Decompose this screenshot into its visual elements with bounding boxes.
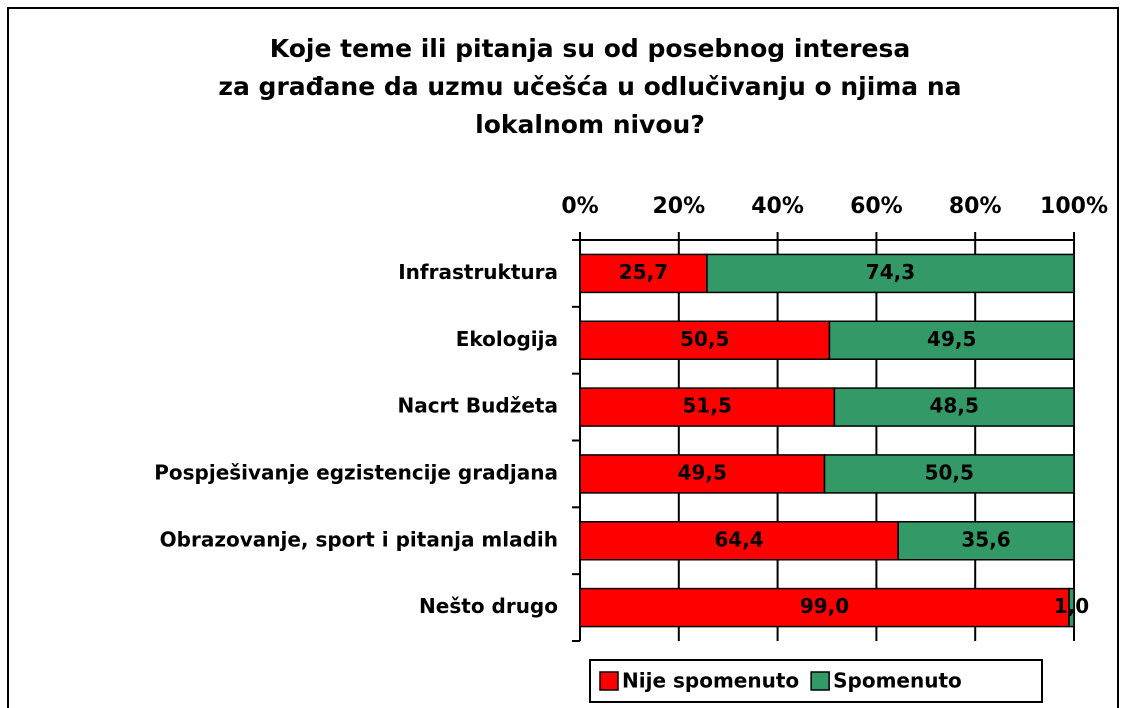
- data-label: 74,3: [866, 260, 915, 284]
- x-tick-label: 0%: [561, 194, 598, 219]
- y-tick-label: Nacrt Budžeta: [397, 394, 558, 418]
- bar-segment: [833, 387, 1075, 427]
- bar-segment: [706, 253, 1075, 294]
- data-label: 49,5: [678, 460, 727, 484]
- data-label: 50,5: [680, 327, 729, 351]
- bar-segment: [1068, 587, 1075, 628]
- data-label: 50,5: [925, 460, 974, 484]
- x-tick-label: 20%: [652, 194, 705, 219]
- data-label: 51,5: [683, 394, 732, 418]
- bar-segment: [579, 320, 831, 360]
- bar-segment: [828, 320, 1075, 360]
- y-tick-label: Obrazovanje, sport i pitanja mladih: [160, 527, 558, 551]
- chart-title: lokalnom nivou?: [475, 110, 705, 139]
- legend-swatch: [599, 671, 619, 691]
- y-tick-label: Pospješivanje egzistencije gradjana: [154, 460, 558, 484]
- data-label: 48,5: [930, 394, 979, 418]
- legend-label: Spomenuto: [833, 669, 962, 693]
- bar-segment: [823, 454, 1075, 494]
- data-label: 64,4: [714, 527, 763, 551]
- data-label: 99,0: [800, 594, 849, 618]
- y-tick-label: Infrastruktura: [398, 260, 558, 284]
- x-tick-label: 40%: [751, 194, 804, 219]
- bar-segment: [579, 587, 1070, 628]
- legend-label: Nije spomenuto: [622, 669, 799, 693]
- data-label: 49,5: [927, 327, 976, 351]
- data-label: 25,7: [619, 260, 668, 284]
- chart-title: za građane da uzmu učešća u odlučivanju …: [218, 72, 961, 101]
- x-tick-label: 100%: [1040, 194, 1108, 219]
- data-label: 1,0: [1054, 594, 1089, 618]
- bar-segment: [897, 521, 1075, 561]
- y-tick-label: Ekologija: [456, 327, 558, 351]
- data-label: 35,6: [961, 527, 1010, 551]
- legend-swatch: [810, 671, 830, 691]
- y-tick-label: Nešto drugo: [419, 594, 558, 618]
- x-tick-label: 80%: [949, 194, 1002, 219]
- chart-title: Koje teme ili pitanja su od posebnog int…: [270, 34, 910, 63]
- bar-segment: [579, 454, 826, 494]
- bar-segment: [579, 253, 708, 294]
- x-tick-label: 60%: [850, 194, 903, 219]
